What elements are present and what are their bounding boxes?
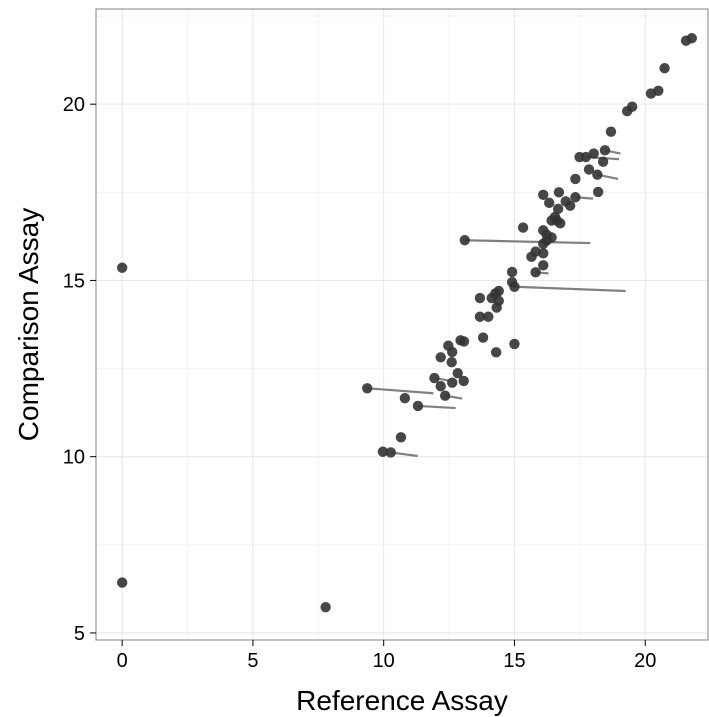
y-axis: 5 10 15 20 bbox=[63, 94, 96, 645]
x-tick-label: 5 bbox=[247, 650, 258, 672]
data-point bbox=[477, 332, 489, 343]
data-point bbox=[599, 145, 611, 156]
data-point bbox=[439, 390, 451, 401]
data-point bbox=[506, 266, 518, 278]
data-point bbox=[588, 148, 599, 159]
data-point bbox=[490, 347, 502, 358]
data-point bbox=[447, 346, 458, 358]
x-tick-label: 10 bbox=[373, 650, 395, 672]
data-point bbox=[458, 336, 470, 347]
data-point bbox=[116, 577, 128, 588]
data-point bbox=[509, 281, 520, 292]
data-point bbox=[570, 173, 581, 185]
data-point bbox=[517, 222, 529, 233]
data-point bbox=[474, 292, 486, 304]
panel-border bbox=[95, 8, 709, 641]
connector-segment bbox=[464, 239, 591, 245]
data-point bbox=[570, 192, 581, 203]
data-point bbox=[483, 311, 494, 322]
data-point bbox=[553, 187, 565, 198]
data-point bbox=[399, 392, 411, 404]
connector-segment bbox=[514, 285, 626, 293]
data-point bbox=[530, 267, 541, 278]
data-point bbox=[544, 197, 555, 209]
y-tick-label: 15 bbox=[63, 270, 85, 292]
data-point bbox=[458, 375, 469, 387]
data-point bbox=[538, 260, 549, 271]
data-point bbox=[686, 33, 697, 44]
data-point bbox=[116, 262, 128, 273]
data-point bbox=[621, 106, 633, 117]
data-point bbox=[605, 126, 617, 137]
data-point bbox=[362, 383, 373, 394]
data-point bbox=[435, 380, 446, 392]
data-point bbox=[395, 432, 407, 443]
grid-major bbox=[96, 9, 708, 640]
data-point bbox=[564, 200, 576, 211]
data-point bbox=[538, 225, 549, 236]
data-point bbox=[653, 85, 664, 96]
y-tick-label: 5 bbox=[74, 623, 85, 645]
y-tick-label: 20 bbox=[63, 94, 85, 116]
data-point bbox=[446, 357, 457, 368]
data-point bbox=[592, 169, 603, 180]
data-point bbox=[538, 238, 549, 249]
data-point bbox=[526, 251, 537, 263]
data-point bbox=[597, 156, 609, 167]
data-point bbox=[474, 311, 486, 322]
y-axis-title: Comparison Assay bbox=[13, 208, 44, 441]
data-point bbox=[435, 352, 446, 363]
data-point bbox=[592, 186, 604, 198]
grid-minor bbox=[96, 9, 708, 640]
x-tick-label: 20 bbox=[634, 650, 656, 672]
data-point bbox=[447, 377, 458, 388]
point-layer bbox=[116, 33, 697, 613]
x-axis-title: Reference Assay bbox=[296, 685, 508, 716]
data-point bbox=[574, 151, 585, 163]
x-tick-label: 0 bbox=[117, 650, 128, 672]
x-axis: 0 5 10 15 20 bbox=[117, 640, 656, 672]
x-tick-label: 15 bbox=[503, 650, 525, 672]
data-point bbox=[538, 248, 549, 259]
data-point bbox=[555, 218, 566, 229]
data-point bbox=[459, 235, 470, 246]
data-point bbox=[552, 203, 564, 215]
data-point bbox=[320, 602, 331, 613]
data-point bbox=[429, 372, 440, 384]
data-point bbox=[491, 302, 502, 313]
data-point bbox=[583, 164, 595, 175]
data-point bbox=[659, 63, 670, 74]
data-point bbox=[377, 446, 389, 457]
data-point bbox=[385, 447, 396, 458]
data-point bbox=[509, 338, 520, 350]
data-point bbox=[412, 400, 424, 412]
y-tick-label: 10 bbox=[63, 447, 85, 469]
connector-segment bbox=[367, 387, 434, 395]
data-point bbox=[538, 189, 549, 200]
connector-segment bbox=[417, 404, 456, 410]
data-point bbox=[452, 367, 463, 379]
